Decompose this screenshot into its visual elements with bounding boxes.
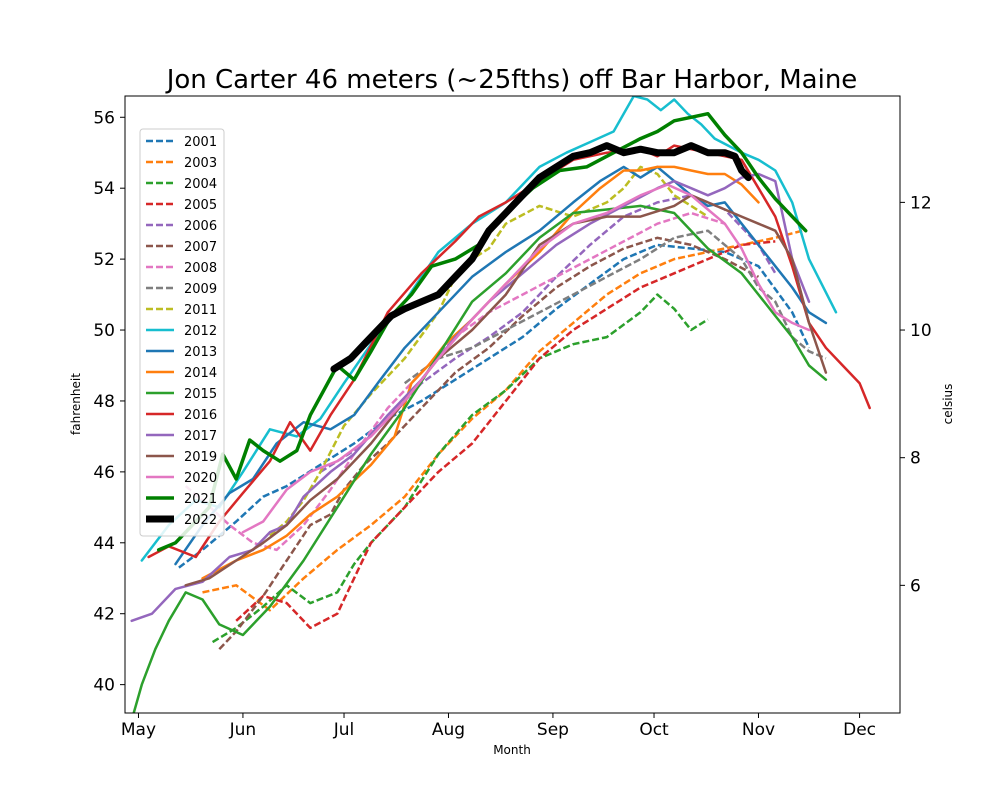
x-tick-label: Nov [742, 720, 775, 740]
series-line-2021 [156, 111, 808, 552]
series-line-2008 [184, 211, 726, 552]
legend-label-2013: 2013 [184, 345, 217, 360]
series-lines [130, 96, 871, 713]
legend-label-2022: 2022 [184, 513, 217, 528]
y-tick-label: 52 [93, 250, 115, 270]
x-tick-label: May [121, 720, 156, 740]
series-line-2009 [403, 229, 827, 385]
series-line-2019 [184, 194, 828, 587]
y-right-tick-label: 10 [910, 321, 932, 341]
y-right-tick-label: 8 [910, 449, 921, 469]
legend-label-2006: 2006 [184, 219, 217, 234]
chart-title: Jon Carter 46 meters (~25fths) off Bar H… [165, 65, 858, 95]
x-axis-label: Month [493, 743, 531, 757]
legend-label-2012: 2012 [184, 324, 217, 339]
legend-label-2008: 2008 [184, 261, 217, 276]
y-tick-label: 50 [93, 321, 115, 341]
legend-label-2001: 2001 [184, 135, 217, 150]
series-line-2001 [178, 243, 811, 569]
legend-label-2005: 2005 [184, 198, 217, 213]
x-tick-label: Dec [843, 720, 876, 740]
y-right-axis-ticks: 6 8 10 12 [900, 193, 932, 596]
legend-label-2011: 2011 [184, 303, 217, 318]
x-tick-label: Jul [333, 720, 355, 740]
y-tick-label: 54 [93, 179, 115, 199]
y-tick-label: 48 [93, 392, 115, 412]
series-line-2004 [211, 293, 709, 644]
series-line-2022 [330, 142, 752, 373]
legend-label-2017: 2017 [184, 429, 217, 444]
series-line-2014 [201, 165, 760, 580]
series-line-2017 [130, 172, 811, 623]
series-line-2007 [218, 236, 760, 651]
x-tick-label: Oct [639, 720, 669, 740]
y-axis-ticks: 40 42 44 46 48 50 52 54 56 [93, 108, 125, 696]
legend-label-2014: 2014 [184, 366, 217, 381]
legend-label-2009: 2009 [184, 282, 217, 297]
y-right-tick-label: 6 [910, 576, 921, 596]
legend-label-2019: 2019 [184, 450, 217, 465]
series-line-2015 [132, 204, 828, 713]
x-tick-label: Sep [537, 720, 569, 740]
x-axis-ticks: May Jun Jul Aug Sep Oct Nov Dec [121, 713, 876, 740]
series-line-2020 [241, 183, 811, 534]
y-right-tick-label: 12 [910, 193, 932, 213]
y-right-axis-label: celsius [941, 384, 955, 425]
legend-label-2015: 2015 [184, 387, 217, 402]
legend: 2001 2003 2004 2005 2006 2007 2008 2009 2011 2012… [139, 128, 225, 537]
legend-label-2021: 2021 [184, 492, 217, 507]
plot-frame [124, 95, 901, 714]
legend-label-2020: 2020 [184, 471, 217, 486]
y-tick-label: 42 [93, 605, 115, 625]
y-tick-label: 46 [93, 463, 115, 483]
y-tick-label: 56 [93, 108, 115, 128]
y-tick-label: 44 [93, 534, 115, 554]
y-tick-label: 40 [93, 676, 115, 696]
legend-label-2004: 2004 [184, 177, 217, 192]
legend-label-2016: 2016 [184, 408, 217, 423]
y-axis-label: fahrenheit [69, 373, 83, 435]
legend-label-2007: 2007 [184, 240, 217, 255]
x-tick-label: Aug [432, 720, 465, 740]
series-line-2013 [174, 165, 828, 566]
series-line-2005 [235, 240, 776, 630]
x-tick-label: Jun [229, 720, 257, 740]
legend-label-2003: 2003 [184, 156, 217, 171]
